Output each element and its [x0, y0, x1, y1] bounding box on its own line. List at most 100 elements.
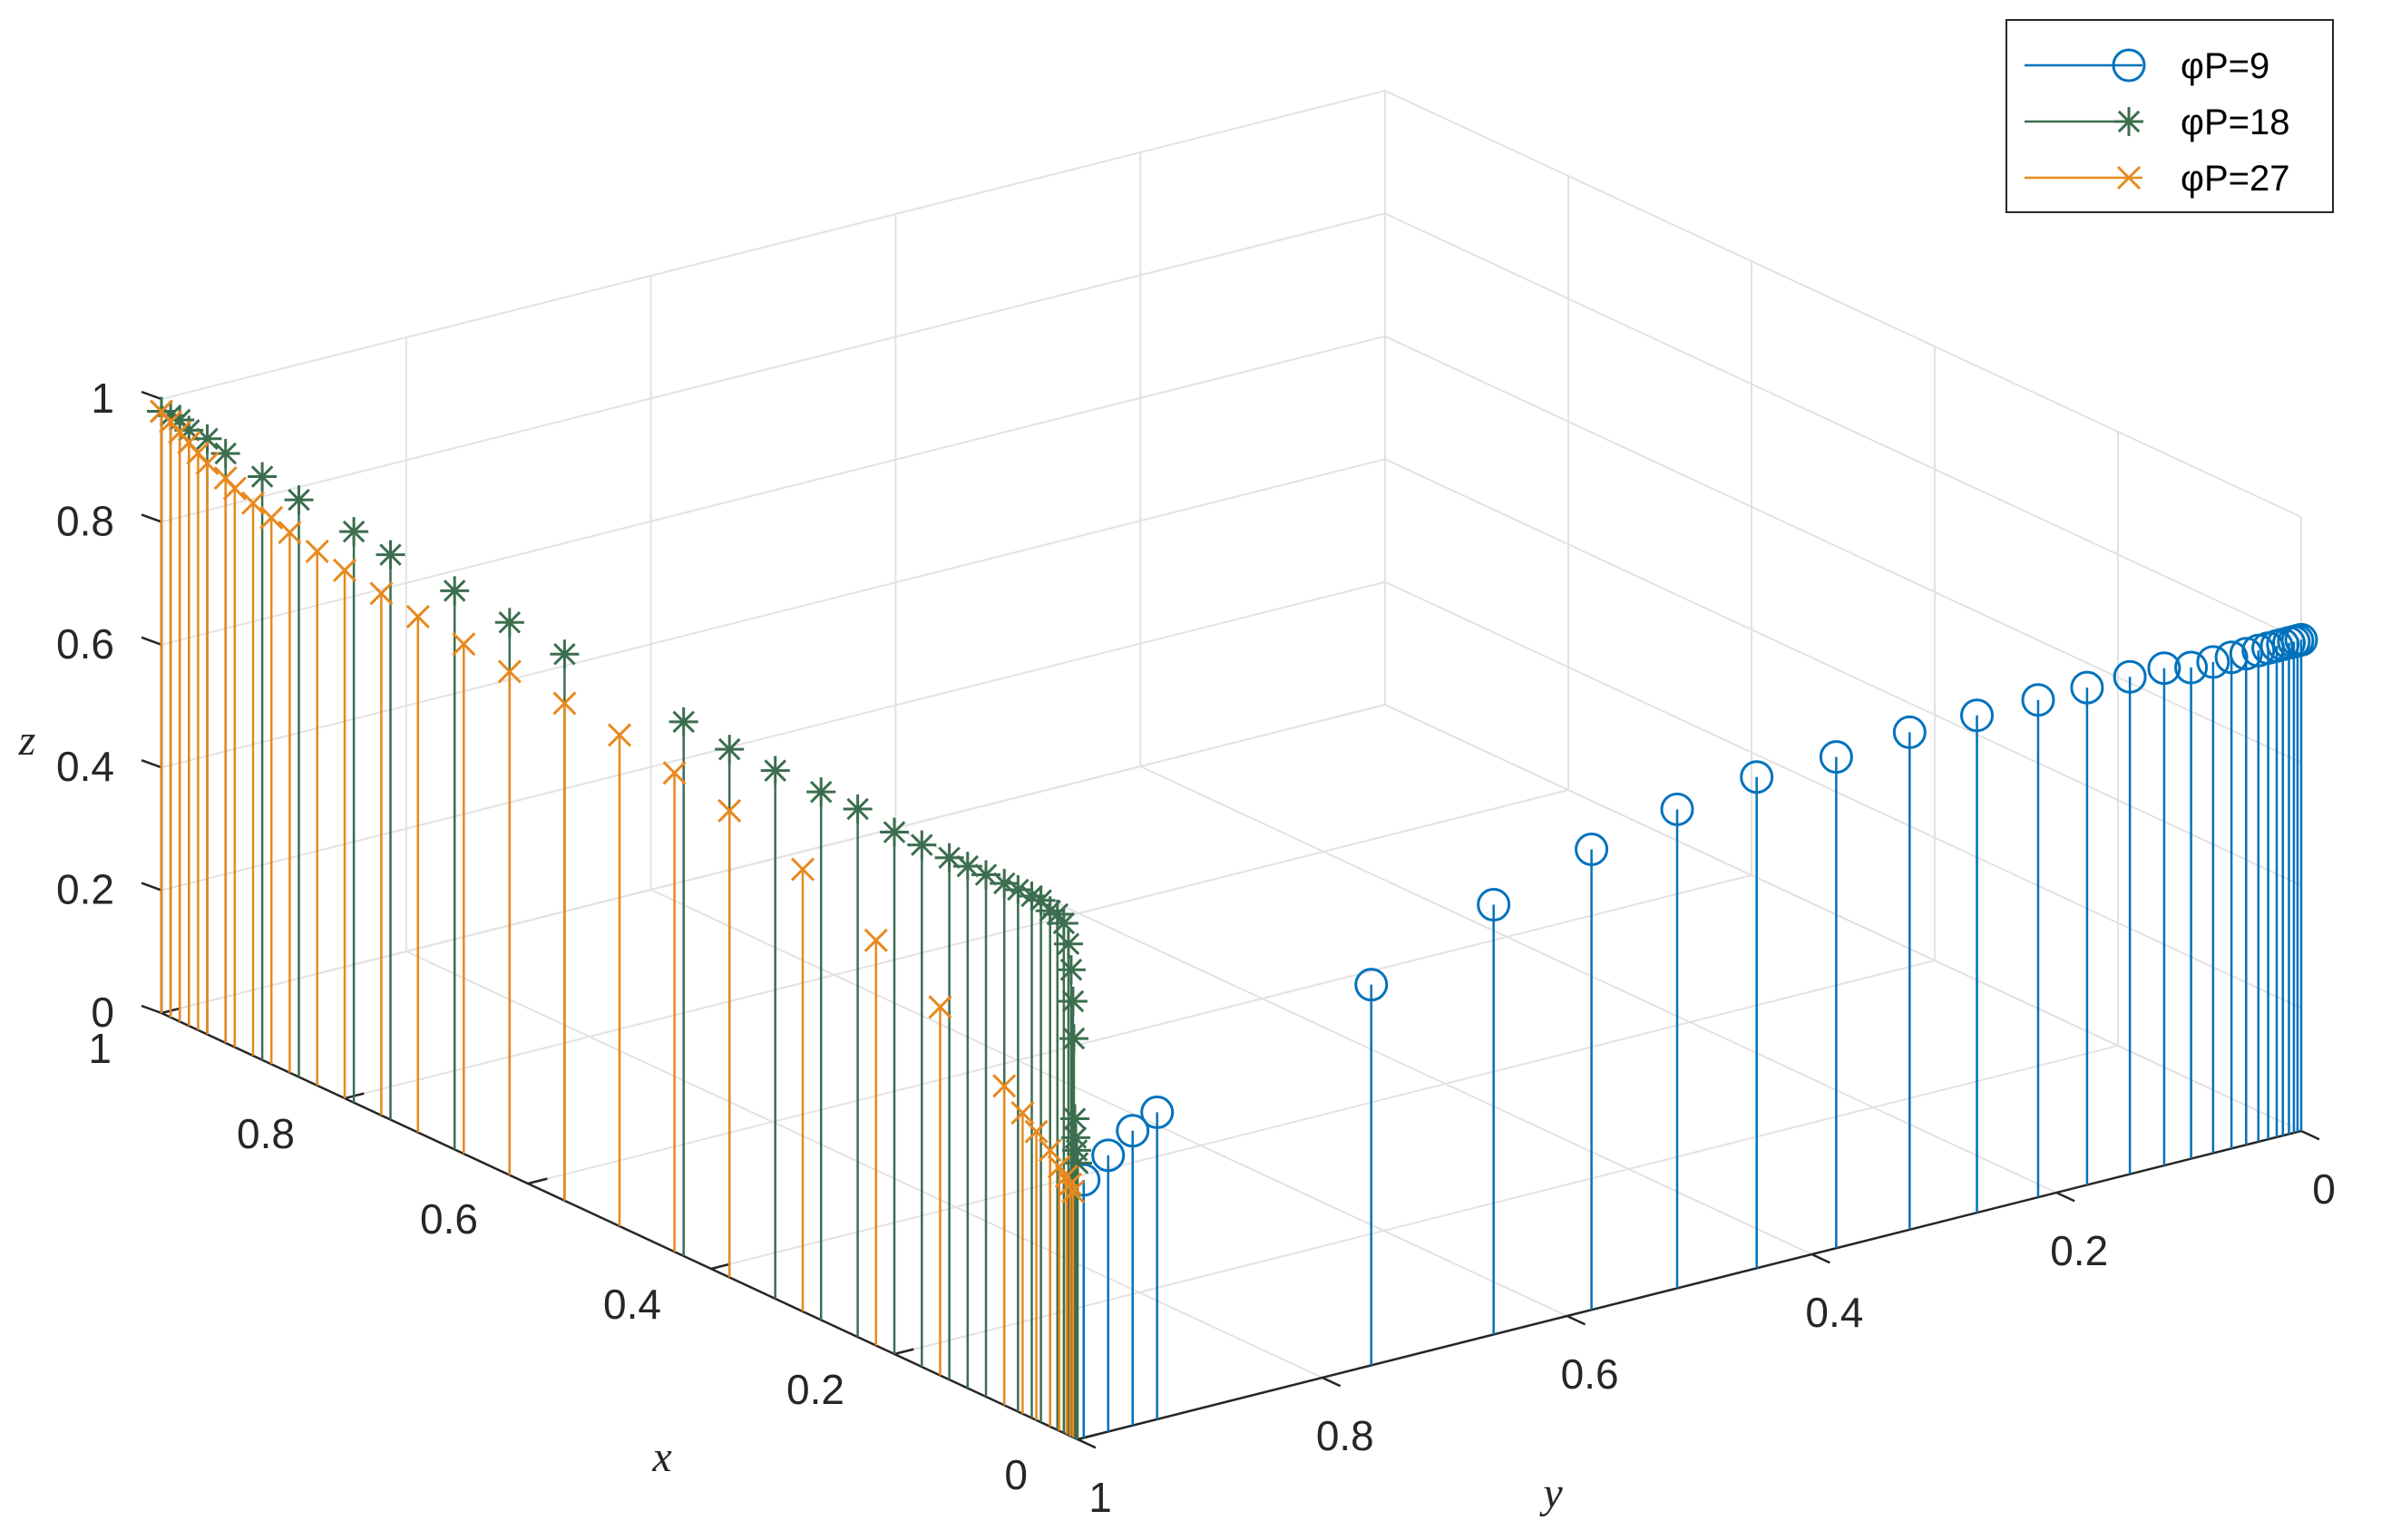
- grid-line-floor-x-5: [161, 704, 1386, 1014]
- x-tick-label-4: 0.8: [237, 1110, 295, 1157]
- legend-marker-1: [2112, 48, 2146, 83]
- marker-s1-25: [1116, 1114, 1150, 1148]
- marker-s3-27: [1038, 1138, 1062, 1163]
- grid-line-wally-z-4: [1384, 212, 2302, 641]
- legend-marker-2: [2114, 107, 2143, 136]
- legend-label-3: φP=27: [2181, 159, 2289, 199]
- marker-s2-30: [1053, 929, 1083, 959]
- legend-label-1: φP=9: [2181, 46, 2269, 86]
- marker-s2-37: [1063, 1148, 1092, 1178]
- y-tick-label-1: 0.2: [2050, 1227, 2108, 1274]
- marker-s1-9: [2214, 640, 2249, 675]
- legend-marker-3: [2116, 165, 2142, 190]
- grid-line-wally-z-2: [1384, 458, 2302, 887]
- x-tick-3: [527, 1177, 548, 1185]
- marker-s3-10: [278, 520, 302, 545]
- marker-s3-24: [992, 1074, 1017, 1098]
- marker-s1-7: [2241, 633, 2276, 668]
- marker-s3-22: [864, 928, 888, 952]
- y-tick-label-3: 0.6: [1561, 1350, 1619, 1398]
- marker-s1-13: [2113, 659, 2147, 694]
- legend-box: [2006, 19, 2334, 213]
- marker-s2-10: [440, 576, 470, 606]
- x-tick-2: [710, 1262, 731, 1271]
- marker-s3-9: [259, 505, 284, 530]
- marker-s1-16: [1960, 698, 1995, 733]
- z-tick-5: [141, 390, 162, 401]
- marker-s2-15: [760, 755, 790, 785]
- z-tick-1: [141, 882, 162, 892]
- x-tick-0: [1077, 1433, 1098, 1441]
- marker-s3-20: [717, 798, 742, 823]
- marker-s3-15: [452, 632, 476, 657]
- marker-s1-18: [1819, 740, 1853, 775]
- y-tick-5: [1077, 1438, 1097, 1449]
- marker-s3-28: [1047, 1155, 1071, 1179]
- grid-line-floor-x-2: [710, 960, 1936, 1270]
- marker-s2-8: [339, 517, 369, 547]
- marker-s2-19: [907, 830, 937, 860]
- grid-line-wallx-z-2: [161, 458, 1386, 769]
- grid-line-floor-x-1: [893, 1045, 2119, 1355]
- grid-line-floor-y-1: [1139, 765, 2057, 1194]
- z-tick-label-0: 0: [91, 989, 114, 1036]
- marker-s1-26: [1091, 1138, 1126, 1173]
- marker-s3-16: [497, 659, 522, 684]
- y-tick-label-4: 0.8: [1316, 1412, 1374, 1459]
- marker-s1-23: [1354, 968, 1389, 1002]
- marker-s2-4: [192, 424, 222, 453]
- marker-s1-22: [1477, 888, 1511, 921]
- grid-line-wallx-z-3: [161, 335, 1386, 646]
- marker-s2-29: [1049, 909, 1078, 939]
- marker-s1-10: [2196, 645, 2230, 679]
- ticks: [141, 390, 2320, 1449]
- marker-s3-11: [305, 539, 329, 563]
- marker-s2-33: [1059, 1024, 1088, 1054]
- marker-s2-18: [880, 817, 909, 847]
- series-1: [1067, 622, 2318, 1438]
- marker-s3-7: [222, 476, 247, 501]
- marker-s1-14: [2070, 670, 2104, 705]
- y-tick-3: [1566, 1314, 1586, 1326]
- marker-s3-31: [1060, 1179, 1086, 1204]
- y-tick-0: [2300, 1129, 2320, 1141]
- marker-s3-14: [405, 604, 430, 629]
- y-tick-label-2: 0.4: [1805, 1289, 1863, 1336]
- x-axis-label: x: [651, 1433, 671, 1481]
- marker-s3-5: [195, 451, 220, 475]
- y-tick-2: [1810, 1252, 1830, 1264]
- marker-s2-31: [1056, 955, 1086, 985]
- z-tick-label-3: 0.6: [56, 620, 114, 668]
- marker-s3-26: [1024, 1119, 1049, 1144]
- marker-s3-29: [1054, 1164, 1078, 1189]
- marker-s3-23: [928, 995, 952, 1019]
- legend: φP=9 φP=18 φP=27: [2006, 19, 2334, 213]
- marker-s3-8: [240, 491, 266, 515]
- y-tick-label-0: 0: [2312, 1165, 2336, 1213]
- z-tick-label-4: 0.8: [56, 497, 114, 544]
- marker-s1-8: [2229, 637, 2263, 671]
- x-tick-label-1: 0.2: [786, 1366, 844, 1413]
- grid-line-floor-x-4: [344, 789, 1569, 1099]
- series-layer: [147, 396, 2318, 1439]
- grid-line-floor-x-3: [527, 874, 1752, 1184]
- marker-s2-9: [376, 540, 405, 570]
- marker-s1-21: [1575, 832, 1609, 866]
- y-tick-1: [2055, 1191, 2075, 1203]
- tick-labels: 00.20.40.60.8100.20.40.60.8100.20.40.60.…: [56, 375, 2336, 1521]
- marker-s2-16: [806, 777, 836, 807]
- marker-s2-13: [669, 707, 698, 736]
- grid-line-floor-y-4: [405, 950, 1323, 1379]
- marker-s2-24: [1003, 875, 1033, 904]
- marker-s3-18: [607, 723, 632, 747]
- marker-s2-12: [550, 639, 580, 669]
- z-tick-2: [141, 759, 162, 769]
- y-tick-4: [1322, 1376, 1342, 1388]
- x-tick-1: [893, 1348, 914, 1356]
- marker-s2-11: [494, 608, 524, 638]
- marker-s2-6: [248, 462, 278, 492]
- x-tick-label-3: 0.6: [420, 1195, 478, 1243]
- y-axis-label: y: [1538, 1469, 1563, 1517]
